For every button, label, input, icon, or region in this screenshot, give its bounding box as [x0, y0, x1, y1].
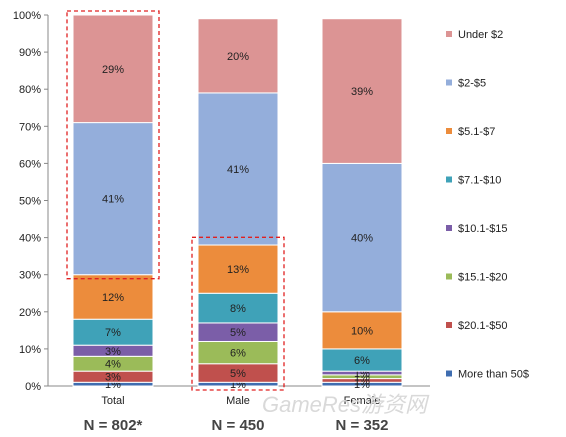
bars: 1%3%4%3%7%12%41%29%1%5%6%5%8%13%41%20%1%… [72, 14, 403, 391]
y-tick-label: 90% [19, 47, 41, 59]
legend-swatch [446, 273, 452, 280]
y-tick-label: 40% [19, 233, 41, 245]
legend-swatch [446, 31, 452, 37]
category-label: Male [226, 395, 250, 407]
y-tick-label: 50% [19, 196, 41, 208]
data-label: 10% [351, 325, 373, 337]
legend: Under $2 $2-$5 $5.1-$7 $7.1-$10 $10.1-$15 $15… [446, 29, 529, 381]
y-axis: 0% 10% 20% 30% 40% 50% 60% 70% 80% 90% 100% [13, 10, 430, 393]
highlight-box [191, 236, 285, 391]
data-label: 20% [227, 51, 249, 63]
data-label: 13% [227, 264, 249, 276]
data-label: 6% [230, 348, 246, 360]
data-label: 39% [351, 86, 373, 98]
bar-segment [321, 162, 403, 313]
legend-label: $5.1-$7 [458, 126, 495, 138]
y-tick-label: 20% [19, 307, 41, 319]
data-label: 41% [102, 194, 124, 206]
legend-swatch [446, 79, 452, 86]
bar-segment [197, 244, 279, 294]
bar-segment [72, 14, 154, 124]
data-label: 5% [230, 368, 246, 380]
y-tick-label: 100% [13, 10, 41, 22]
legend-swatch [446, 128, 452, 134]
legend-swatch [446, 370, 452, 377]
data-label: 29% [102, 64, 124, 76]
legend-swatch [446, 176, 452, 183]
sample-size-label: N = 450 [212, 417, 265, 434]
bar-segment [321, 311, 403, 350]
legend-label: $15.1-$20 [458, 272, 508, 284]
legend-label: $10.1-$15 [458, 223, 508, 235]
legend-swatch [446, 322, 452, 328]
data-label: 40% [351, 233, 373, 245]
legend-swatch [446, 225, 452, 231]
y-tick-label: 30% [19, 270, 41, 282]
legend-label: Under $2 [458, 29, 503, 41]
y-tick-label: 70% [19, 121, 41, 133]
data-label: 3% [105, 346, 121, 358]
legend-label: $2-$5 [458, 78, 486, 90]
sample-size-label: N = 802* [84, 417, 143, 434]
y-tick-label: 10% [19, 344, 41, 356]
data-label: 41% [227, 164, 249, 176]
legend-label: More than 50$ [458, 369, 529, 381]
data-label: 5% [230, 327, 246, 339]
bar-segment [197, 18, 279, 94]
data-label: 8% [230, 303, 246, 315]
bar-segment [72, 122, 154, 276]
y-tick-label: 0% [25, 381, 41, 393]
y-tick-label: 60% [19, 158, 41, 170]
sample-size-label: N = 352 [336, 417, 389, 434]
highlight-box [66, 10, 160, 280]
category-label: Total [101, 395, 124, 407]
data-label: 6% [354, 355, 370, 367]
category-label: Female [344, 395, 381, 407]
data-label: 4% [105, 359, 121, 371]
legend-label: $7.1-$10 [458, 175, 501, 187]
bar-segment [72, 274, 154, 320]
bar-segment [197, 92, 279, 246]
data-label: 3% [105, 372, 121, 384]
y-tick-label: 80% [19, 84, 41, 96]
x-axis-labels: Total N = 802* Male N = 450 Female N = 352 [84, 395, 389, 434]
data-label: 7% [105, 327, 121, 339]
legend-label: $20.1-$50 [458, 320, 508, 332]
highlight-boxes [66, 10, 285, 391]
watermark: GameRes游资网 [262, 392, 430, 417]
bar-segment [321, 18, 403, 164]
data-label: 12% [102, 292, 124, 304]
